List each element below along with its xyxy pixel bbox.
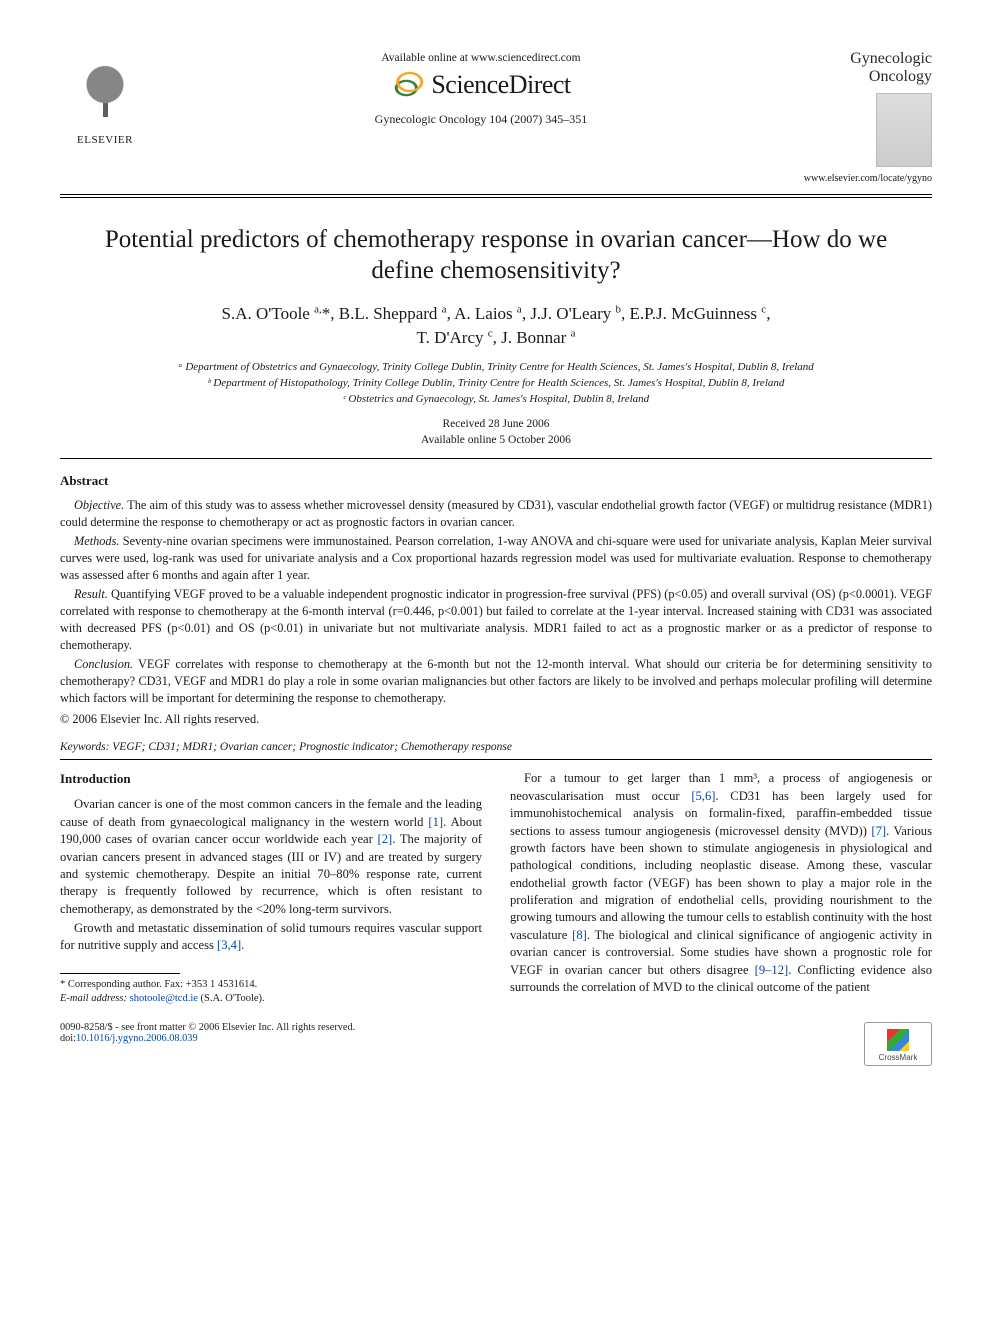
crossmark-badge-icon[interactable]: [864, 1022, 932, 1066]
email-address[interactable]: shotoole@tcd.ie: [127, 993, 198, 1004]
journal-name: Gynecologic Oncology: [850, 50, 932, 87]
abstract-result: Result. Quantifying VEGF proved to be a …: [60, 586, 932, 654]
elsevier-tree-icon: [75, 60, 135, 130]
footer-left: 0090-8258/$ - see front matter © 2006 El…: [60, 1022, 355, 1066]
objective-text: The aim of this study was to assess whet…: [60, 498, 932, 529]
received-date: Received 28 June 2006: [60, 416, 932, 432]
rule-top-2: [60, 197, 932, 198]
journal-header: ELSEVIER Available online at www.science…: [60, 50, 932, 184]
email-line: E-mail address: shotoole@tcd.ie (S.A. O'…: [60, 992, 482, 1006]
author-list: S.A. O'Toole a,*, B.L. Sheppard a, A. La…: [60, 302, 932, 350]
corr-line: * Corresponding author. Fax: +353 1 4531…: [60, 978, 482, 992]
introduction-heading: Introduction: [60, 770, 482, 788]
page-footer: 0090-8258/$ - see front matter © 2006 El…: [60, 1022, 932, 1066]
sciencedirect-logo: ScienceDirect: [150, 70, 812, 100]
corresponding-author-footnote: * Corresponding author. Fax: +353 1 4531…: [60, 978, 482, 1006]
intro-p3: For a tumour to get larger than 1 mm³, a…: [510, 770, 932, 996]
result-text: Quantifying VEGF proved to be a valuable…: [60, 587, 932, 652]
keywords-text: VEGF; CD31; MDR1; Ovarian cancer; Progno…: [109, 741, 512, 753]
result-label: Result.: [74, 587, 108, 601]
body-columns: Introduction Ovarian cancer is one of th…: [60, 770, 932, 1006]
methods-label: Methods.: [74, 534, 119, 548]
abstract-heading: Abstract: [60, 473, 932, 489]
journal-brand-block: Gynecologic Oncology www.elsevier.com/lo…: [812, 50, 932, 184]
sciencedirect-text: ScienceDirect: [431, 70, 570, 100]
online-date: Available online 5 October 2006: [60, 432, 932, 448]
front-matter-line: 0090-8258/$ - see front matter © 2006 El…: [60, 1022, 355, 1033]
abstract-body: Objective. The aim of this study was to …: [60, 497, 932, 728]
doi-label: doi:: [60, 1033, 76, 1044]
footnote-separator: [60, 973, 180, 974]
doi-value[interactable]: 10.1016/j.ygyno.2006.08.039: [76, 1033, 198, 1044]
abstract-conclusion: Conclusion. VEGF correlates with respons…: [60, 656, 932, 707]
methods-text: Seventy-nine ovarian specimens were immu…: [60, 534, 932, 582]
journal-cover-thumb-icon: [876, 93, 932, 167]
affiliations: ᵃ Department of Obstetrics and Gynaecolo…: [60, 360, 932, 408]
affiliation-b: ᵇ Department of Histopathology, Trinity …: [60, 376, 932, 392]
conclusion-text: VEGF correlates with response to chemoth…: [60, 657, 932, 705]
available-online-line: Available online at www.sciencedirect.co…: [150, 52, 812, 64]
affiliation-a: ᵃ Department of Obstetrics and Gynaecolo…: [60, 360, 932, 376]
citation-line: Gynecologic Oncology 104 (2007) 345–351: [150, 112, 812, 127]
doi-line: doi:10.1016/j.ygyno.2006.08.039: [60, 1033, 355, 1044]
intro-p2: Growth and metastatic dissemination of s…: [60, 920, 482, 955]
rule-abstract-top: [60, 458, 932, 459]
publisher-label: ELSEVIER: [77, 134, 133, 146]
rule-top: [60, 194, 932, 195]
journal-url[interactable]: www.elsevier.com/locate/ygyno: [804, 173, 932, 184]
abstract-objective: Objective. The aim of this study was to …: [60, 497, 932, 531]
article-title: Potential predictors of chemotherapy res…: [86, 224, 906, 287]
abstract-copyright: © 2006 Elsevier Inc. All rights reserved…: [60, 711, 932, 728]
center-header: Available online at www.sciencedirect.co…: [150, 50, 812, 127]
affiliation-c: ᶜ Obstetrics and Gynaecology, St. James'…: [60, 392, 932, 408]
email-label: E-mail address:: [60, 993, 127, 1004]
keywords-label: Keywords:: [60, 741, 109, 753]
keywords-line: Keywords: VEGF; CD31; MDR1; Ovarian canc…: [60, 741, 932, 753]
publisher-logo-block: ELSEVIER: [60, 50, 150, 146]
article-dates: Received 28 June 2006 Available online 5…: [60, 416, 932, 448]
journal-name-l1: Gynecologic: [850, 50, 932, 67]
rule-abstract-bottom: [60, 759, 932, 760]
email-tail: (S.A. O'Toole).: [198, 993, 265, 1004]
objective-label: Objective.: [74, 498, 124, 512]
conclusion-label: Conclusion.: [74, 657, 133, 671]
abstract-methods: Methods. Seventy-nine ovarian specimens …: [60, 533, 932, 584]
sciencedirect-swoosh-icon: [391, 70, 425, 100]
journal-name-l2: Oncology: [869, 68, 932, 85]
intro-p1: Ovarian cancer is one of the most common…: [60, 796, 482, 918]
